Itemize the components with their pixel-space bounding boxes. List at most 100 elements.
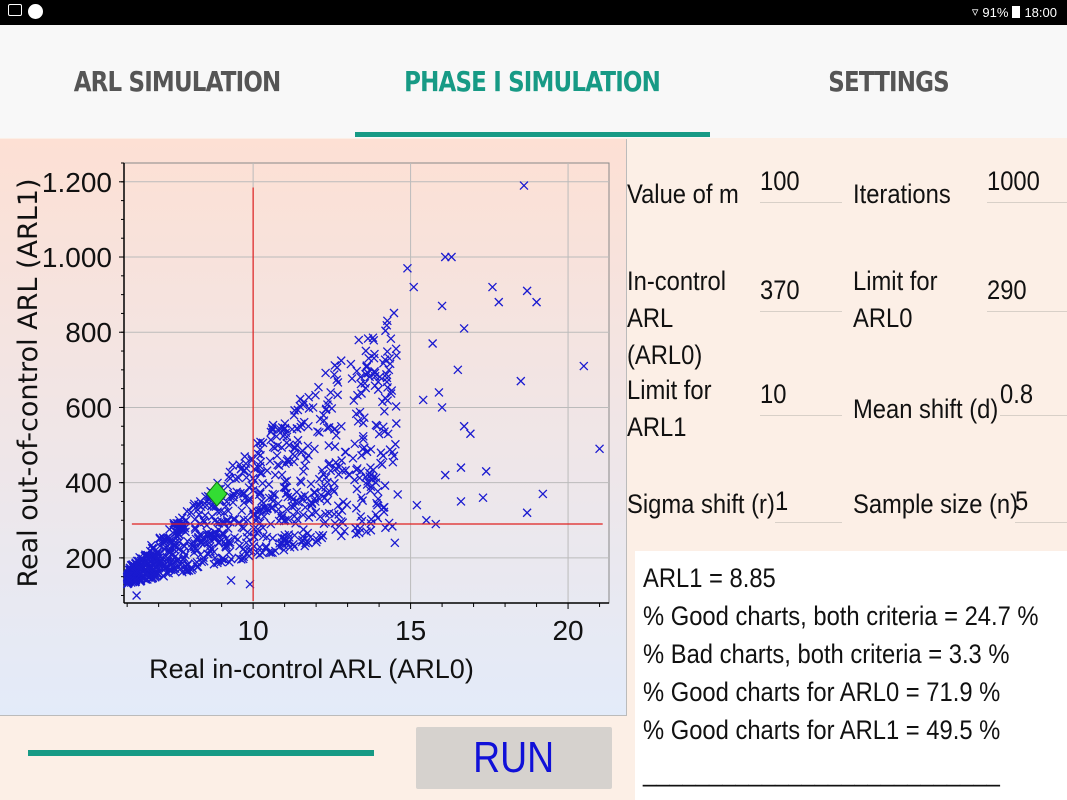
data-point — [366, 444, 376, 454]
limit-arl0-input[interactable]: 290 — [987, 273, 1067, 312]
data-point — [379, 507, 389, 517]
data-point — [356, 379, 366, 389]
data-point — [274, 542, 284, 552]
data-point — [176, 525, 186, 535]
data-point — [342, 500, 352, 510]
progress-bar — [28, 750, 374, 756]
data-point — [456, 497, 466, 506]
data-point — [132, 591, 142, 600]
data-point — [255, 444, 265, 454]
data-point — [349, 396, 359, 406]
data-point — [288, 539, 298, 549]
data-point — [352, 366, 362, 376]
data-point — [196, 538, 206, 548]
data-point — [409, 282, 419, 292]
data-point — [328, 485, 338, 495]
tab-arl-simulation[interactable]: ARL SIMULATION — [0, 25, 355, 138]
status-bar: ▿ 91% 18:00 — [0, 0, 1067, 25]
m-input[interactable]: 100 — [760, 164, 842, 203]
arl0-input[interactable]: 370 — [760, 273, 842, 312]
data-point — [440, 252, 450, 262]
data-point — [310, 487, 319, 497]
image-notification-icon — [8, 4, 22, 16]
data-point — [152, 548, 162, 558]
clock: 18:00 — [1024, 4, 1057, 20]
data-point — [230, 514, 240, 524]
data-point — [296, 477, 306, 487]
data-point — [274, 461, 284, 471]
data-point — [377, 397, 387, 407]
data-point — [239, 544, 248, 554]
data-point — [304, 450, 313, 460]
sample-size-input[interactable]: 5 — [1015, 484, 1067, 523]
data-point — [369, 335, 379, 345]
data-point — [249, 532, 259, 542]
y-tick-label: 800 — [65, 317, 112, 348]
data-point — [202, 520, 212, 530]
data-point — [298, 467, 308, 476]
data-point — [437, 301, 447, 311]
tab-settings[interactable]: SETTINGS — [710, 25, 1067, 138]
result-good-arl1: % Good charts for ARL1 = 49.5 % — [643, 715, 1001, 745]
data-point — [165, 548, 174, 558]
y-tick-label: 400 — [65, 468, 112, 499]
data-point — [380, 481, 390, 491]
data-point — [388, 457, 398, 467]
data-point — [304, 404, 314, 413]
data-point — [240, 547, 250, 557]
data-point — [190, 514, 200, 524]
data-point — [249, 524, 259, 534]
results-panel: ARL1 = 8.85 % Good charts, both criteria… — [635, 551, 1067, 800]
data-point — [333, 390, 343, 400]
data-point — [326, 466, 336, 476]
data-point — [478, 493, 488, 503]
data-point — [293, 435, 303, 445]
data-point — [253, 524, 263, 534]
mean-shift-input[interactable]: 0.8 — [1000, 377, 1067, 416]
data-point — [228, 461, 238, 470]
data-point — [371, 478, 381, 488]
data-point — [334, 462, 344, 472]
data-point — [292, 487, 302, 497]
data-point — [170, 564, 180, 574]
data-point — [186, 507, 196, 517]
data-point — [369, 353, 379, 363]
data-point — [124, 575, 133, 585]
data-point — [178, 558, 188, 568]
data-point — [318, 530, 328, 540]
data-point — [595, 444, 605, 454]
battery-icon — [1012, 6, 1021, 18]
data-point — [158, 537, 168, 547]
data-point — [209, 534, 219, 544]
data-point — [358, 444, 368, 454]
data-point — [379, 406, 389, 416]
data-point — [247, 539, 257, 549]
iterations-input[interactable]: 1000 — [987, 164, 1067, 203]
run-button[interactable]: RUN — [416, 727, 612, 789]
data-point — [519, 181, 529, 191]
data-point — [368, 473, 378, 482]
data-point — [382, 347, 392, 356]
data-point — [332, 363, 342, 372]
data-point — [319, 416, 329, 426]
scatter-chart-panel: 10 15 20 200 400 600 800 1.000 1.200 Real in-cont… — [0, 139, 627, 716]
sigma-shift-input[interactable]: 1 — [775, 484, 842, 523]
data-point — [380, 523, 390, 533]
data-point — [171, 541, 180, 551]
data-point — [312, 535, 322, 545]
data-point — [321, 405, 331, 415]
data-point — [273, 441, 283, 451]
data-point — [309, 488, 319, 498]
data-point — [210, 516, 220, 526]
tab-label: SETTINGS — [828, 65, 949, 98]
data-point — [330, 442, 340, 452]
data-point — [453, 365, 463, 375]
data-point — [362, 361, 372, 371]
tab-phase-i-simulation[interactable]: PHASE I SIMULATION — [355, 25, 710, 138]
data-point — [272, 451, 282, 461]
arl0-value: 370 — [760, 275, 800, 305]
result-bad-both: % Bad charts, both criteria = 3.3 % — [643, 639, 1010, 669]
data-point — [412, 500, 422, 510]
data-point — [264, 547, 274, 557]
limit-arl1-input[interactable]: 10 — [760, 377, 842, 416]
